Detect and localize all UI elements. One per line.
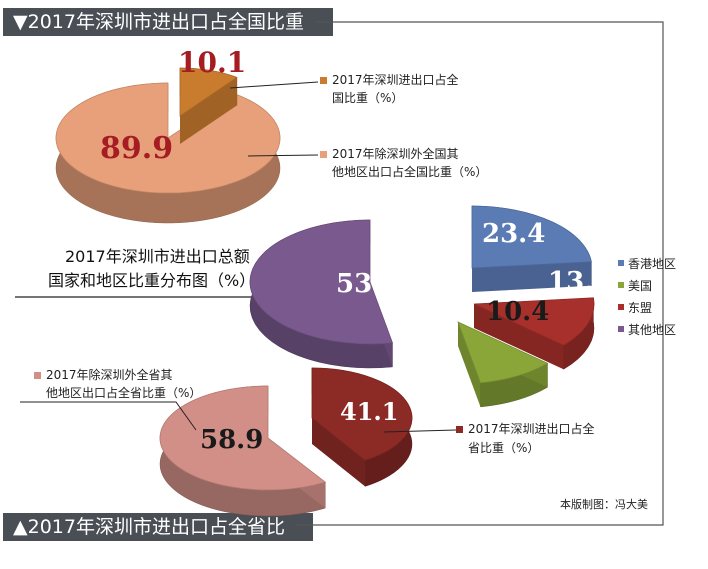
pie1-legend-swatch-sz (320, 77, 327, 84)
pie3-slice-other-top (159, 385, 327, 491)
pie1-slice-shenzhen (179, 67, 238, 144)
pie2-value-2: 10.4 (486, 297, 549, 327)
infographic-chart: 89.910.12017年深圳进出口占全国比重（%）2017年除深圳外全国其他地… (15, 21, 676, 526)
pie2-legend-label-0: 香港地区 (628, 257, 676, 271)
pie2-slice-2-wall-end (458, 322, 481, 407)
pie1-label-sz-2: 国比重（%） (332, 91, 403, 105)
pie3-legend-swatch-other (34, 372, 41, 379)
pie3-value-other: 58.9 (200, 425, 263, 455)
pie3-slice-shenzhen-wall-end (312, 418, 366, 487)
pie1-callout-line-sz (229, 81, 319, 89)
pie3-slice-shenzhen (311, 367, 413, 487)
pie1-label-other-1: 2017年除深圳外全国其 (332, 146, 459, 161)
pie1-legend-swatch-other (320, 151, 327, 158)
pie2-value-3: 53.0 (336, 269, 399, 299)
top-banner-title: ▼2017年深圳市进出口占全国比重 (3, 8, 333, 36)
pie1-slice-shenzhen-wall-end (180, 77, 237, 144)
pie2-slice-3 (249, 219, 394, 369)
frame-line-right (317, 21, 664, 505)
pie2-slice-1-top (473, 297, 595, 346)
pie2-slice-0-wall-end (472, 261, 592, 292)
pie1-callout-line-other (247, 154, 319, 157)
frame-line-bottom (295, 505, 664, 526)
pie1-label-sz-1: 2017年深圳进出口占全 (332, 72, 459, 87)
middle-title-line1: 2017年深圳市进出口总额 (65, 247, 250, 266)
pie2-slice-1-wall-end (474, 304, 564, 370)
pie2-legend-swatch-2 (618, 304, 624, 310)
pie2-slice-0 (471, 205, 592, 292)
pie3-callout-line-other (20, 401, 197, 431)
pie2-legend-label-2: 东盟 (628, 301, 652, 315)
pie2-slice-3-top (249, 219, 394, 345)
pie2-legend-swatch-1 (618, 282, 624, 288)
pie2-legend-swatch-3 (618, 326, 624, 332)
pie2-slice-2-top (457, 321, 549, 384)
pie2-slice-2 (457, 321, 549, 408)
pie2-slice-1 (473, 297, 595, 370)
pie2-legend-swatch-0 (618, 260, 624, 266)
pie2-value-0: 23.4 (482, 219, 545, 249)
pie3-slice-other (159, 385, 327, 517)
pie2-value-1: 13.2 (548, 267, 611, 297)
pie3-label-sz-2: 省比重（%） (468, 441, 539, 455)
middle-title-line2: 国家和地区比重分布图（%） (48, 271, 255, 290)
pie1-value-shenzhen: 10.1 (178, 46, 246, 79)
pie1-label-other-2: 他地区出口占全国比重（%） (332, 164, 487, 179)
pie3-label-other-1: 2017年除深圳外全省其 (46, 367, 173, 382)
credit-text: 本版制图：冯大美 (560, 497, 648, 511)
pie3-value-shenzhen: 41.1 (340, 397, 398, 426)
pie3-label-sz-1: 2017年深圳进出口占全 (468, 421, 595, 436)
pie3-slice-shenzhen-top (311, 367, 413, 461)
pie3-label-other-2: 他地区出口占全省比重（%） (46, 385, 201, 400)
pie3-legend-swatch-sz (456, 426, 463, 433)
pie1-slice-shenzhen-top (179, 67, 238, 117)
pie2-legend-label-3: 其他地区 (628, 323, 676, 337)
pie2-legend-label-1: 美国 (628, 279, 652, 293)
pie3-callout-line-sz (383, 429, 457, 433)
pie1-value-other: 89.9 (100, 131, 173, 166)
pie2-slice-0-top (471, 205, 592, 269)
